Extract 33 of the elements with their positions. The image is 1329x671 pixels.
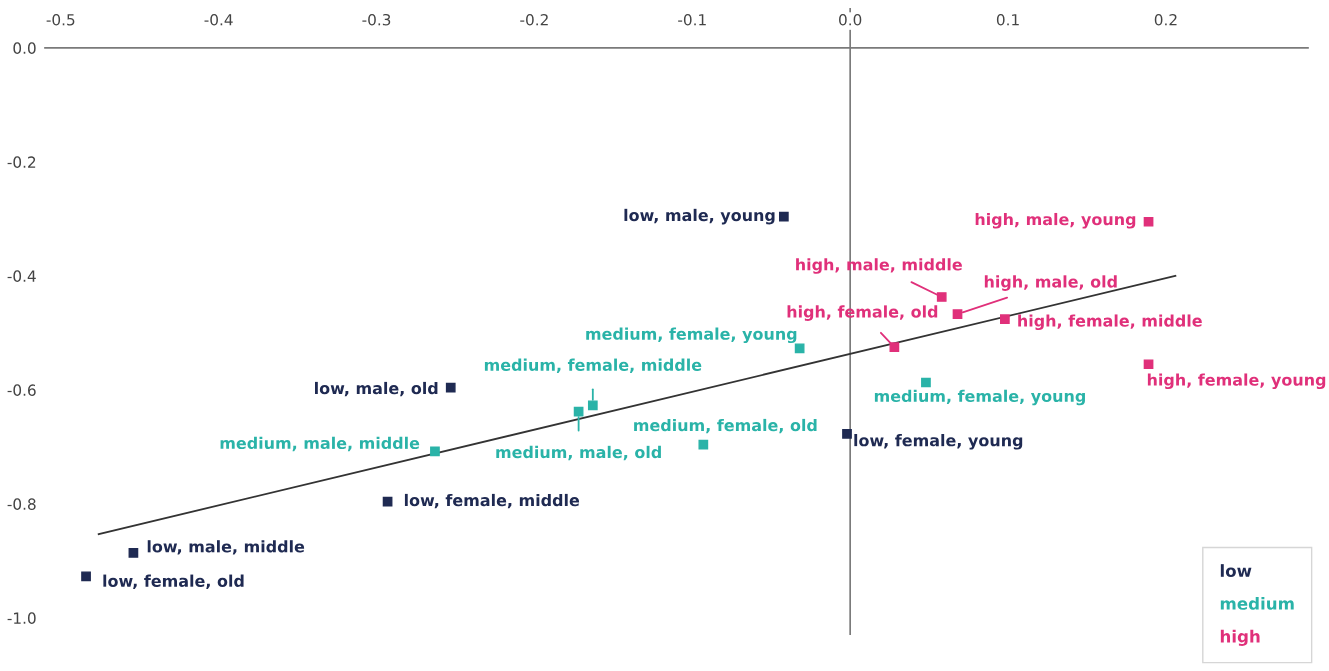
- annotation: low, female, young: [854, 434, 1023, 450]
- y-tick-label: -0.2: [7, 156, 36, 168]
- annotation: high, male, young: [975, 212, 1136, 229]
- annotation: high, male, old: [984, 275, 1117, 291]
- annotation: low, male, old: [315, 381, 438, 397]
- x-tick-label: -0.1: [678, 13, 706, 26]
- annotation: medium, female, old: [634, 418, 817, 434]
- y-tick-label: -0.8: [7, 498, 36, 510]
- y-tick-label: 0.0: [13, 42, 36, 54]
- x-tick-label: 0.2: [1154, 13, 1177, 26]
- annotation: medium, male, middle: [220, 436, 420, 452]
- x-tick-label: 0.0: [839, 13, 862, 26]
- annotation: medium, male, old: [496, 445, 661, 461]
- text: low: [1220, 564, 1252, 578]
- x-tick-label: -0.5: [46, 13, 75, 26]
- text: high: [1220, 629, 1260, 646]
- annotation: high, female, middle: [1018, 314, 1202, 331]
- text: medium: [1220, 596, 1294, 610]
- annotation: high, female, young: [1147, 373, 1326, 390]
- x-tick-label: -0.3: [362, 13, 391, 26]
- x-tick-label: 0.1: [996, 13, 1019, 26]
- annotation: medium, female, young: [586, 327, 797, 344]
- y-tick-label: -1.0: [7, 612, 36, 624]
- y-tick-label: -0.4: [7, 270, 36, 282]
- annotation: medium, female, young: [874, 389, 1085, 406]
- annotation: medium, female, middle: [484, 358, 702, 373]
- x-tick-label: -0.4: [204, 13, 233, 26]
- annotation: low, female, middle: [404, 493, 580, 509]
- annotation: low, female, old: [103, 574, 244, 589]
- y-tick-label: -0.6: [7, 384, 36, 396]
- annotation: low, male, young: [624, 208, 775, 225]
- annotation: low, male, middle: [147, 540, 305, 555]
- x-tick-label: -0.2: [520, 13, 548, 26]
